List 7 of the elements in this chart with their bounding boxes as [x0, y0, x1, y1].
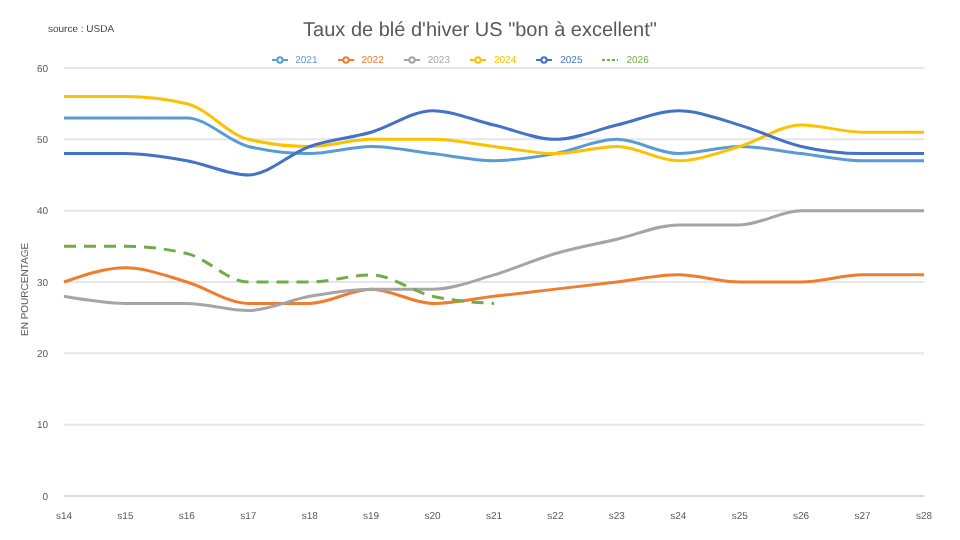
chart-title: Taux de blé d'hiver US "bon à excellent": [303, 20, 657, 42]
line-series: [62, 266, 926, 305]
line-series: [62, 244, 496, 305]
line-series: [62, 95, 926, 163]
line-series: [62, 209, 926, 313]
line-series: [62, 109, 926, 177]
line-series: [62, 116, 926, 163]
